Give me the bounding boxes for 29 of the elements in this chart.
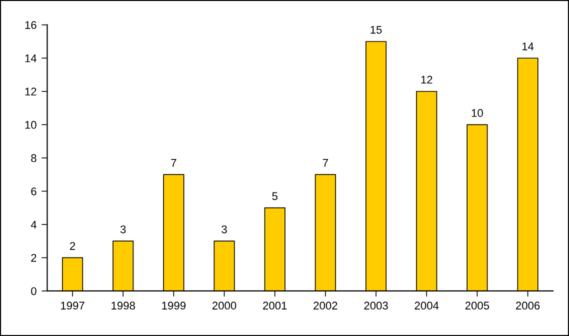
x-tick-label: 2000 [212,302,236,310]
x-tick-label: 2001 [263,302,287,310]
y-tick-label: 10 [25,120,36,129]
data-label: 3 [120,225,126,234]
x-tick-label: 2004 [414,302,439,310]
y-tick-label: 0 [31,287,36,296]
data-label: 5 [272,192,278,200]
x-tick-label: 1999 [162,302,186,310]
data-label: 14 [522,42,534,50]
x-tick-label: 1997 [61,302,84,310]
data-label: 12 [421,76,432,84]
x-tick-label: 2005 [465,302,490,310]
data-label: 7 [322,159,328,167]
y-tick-label: 16 [25,21,36,29]
x-tick-label: 2002 [314,302,338,310]
data-label: 7 [171,159,176,167]
y-tick-label: 6 [31,187,36,196]
y-tick-label: 2 [31,254,36,262]
y-tick-label: 4 [30,220,36,228]
y-tick-label: 12 [25,88,36,96]
x-tick-label: 1998 [112,302,135,310]
data-label: 2 [70,242,76,250]
y-tick-label: 14 [25,54,36,62]
data-label: 10 [472,109,483,117]
y-tick-label: 8 [31,154,36,162]
data-label: 15 [370,26,382,34]
x-tick-label: 2003 [364,302,388,310]
data-label: 3 [222,225,227,234]
x-tick-label: 2006 [516,302,540,310]
